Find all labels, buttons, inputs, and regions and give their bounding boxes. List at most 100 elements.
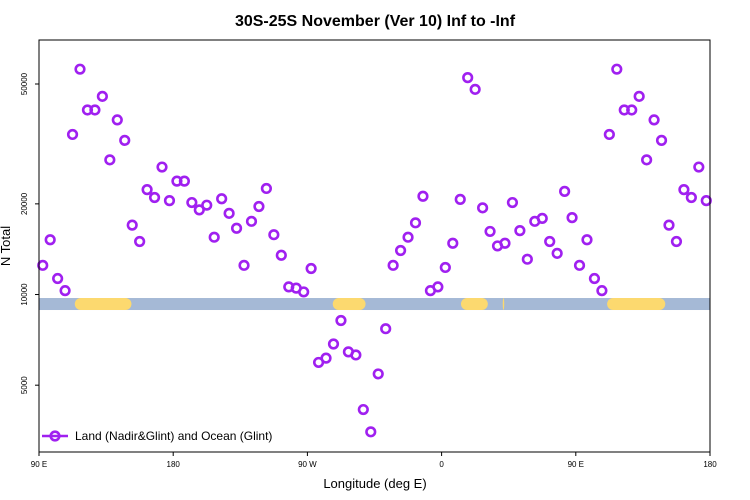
data-point xyxy=(611,63,623,75)
data-point xyxy=(372,368,384,380)
data-point xyxy=(596,285,608,297)
data-point xyxy=(499,237,511,249)
data-point xyxy=(298,286,310,298)
data-point xyxy=(134,235,146,248)
data-point xyxy=(357,403,369,416)
x-axis: 90 E 180 90 W 0 90 E 180 xyxy=(31,452,717,469)
data-point xyxy=(201,199,213,211)
data-point xyxy=(573,259,586,271)
surface-bar-land xyxy=(502,298,505,311)
data-point xyxy=(96,90,108,102)
x-tick-label: 0 xyxy=(439,460,444,469)
data-point xyxy=(156,161,168,173)
data-point xyxy=(186,196,198,209)
data-point xyxy=(208,231,220,243)
data-point xyxy=(566,212,578,224)
data-point xyxy=(655,134,668,146)
chart-title: 30S-25S November (Ver 10) Inf to -Inf xyxy=(235,13,516,30)
data-point xyxy=(447,237,459,249)
data-point xyxy=(432,281,444,293)
x-tick-label: 90 W xyxy=(298,460,317,469)
data-point xyxy=(178,175,190,187)
data-point xyxy=(551,247,563,259)
data-points xyxy=(37,63,712,438)
data-point xyxy=(536,212,548,224)
data-point xyxy=(402,231,414,243)
surface-bar xyxy=(39,298,710,311)
y-tick-label: 20000 xyxy=(20,192,29,215)
data-point xyxy=(633,90,645,102)
data-point xyxy=(260,182,272,195)
surface-bar-land xyxy=(607,298,666,311)
y-tick-label: 50000 xyxy=(20,72,29,95)
data-point xyxy=(253,200,265,213)
data-point xyxy=(89,104,101,116)
data-point xyxy=(193,204,205,216)
data-point xyxy=(148,191,161,204)
data-point xyxy=(245,215,258,227)
surface-bar-land xyxy=(74,298,132,311)
data-point xyxy=(559,185,571,197)
data-point xyxy=(544,235,556,248)
data-point xyxy=(104,154,116,166)
x-tick-label: 90 E xyxy=(31,460,47,469)
data-point xyxy=(163,195,176,207)
data-point xyxy=(44,234,56,246)
data-point xyxy=(678,184,690,196)
x-axis-label: Longitude (deg E) xyxy=(323,476,426,491)
y-tick-label: 10000 xyxy=(20,283,29,306)
data-point xyxy=(506,196,519,209)
data-point xyxy=(588,272,601,285)
data-point xyxy=(484,225,496,238)
data-point xyxy=(641,154,653,166)
data-point xyxy=(305,262,317,275)
data-point xyxy=(119,134,131,146)
data-point xyxy=(380,323,392,335)
data-point xyxy=(111,114,123,126)
data-point xyxy=(394,244,407,257)
data-point xyxy=(670,235,683,248)
data-point xyxy=(693,161,705,173)
legend-marker xyxy=(49,430,61,442)
data-point xyxy=(37,259,49,271)
data-point xyxy=(52,272,64,285)
data-point xyxy=(141,184,153,196)
data-point xyxy=(477,202,489,214)
data-point xyxy=(126,219,138,231)
y-axis-label: N Total xyxy=(0,226,13,266)
surface-bar-land xyxy=(332,298,366,311)
data-point xyxy=(74,63,86,75)
data-point xyxy=(700,195,712,207)
data-point xyxy=(469,83,481,95)
data-point xyxy=(648,114,660,126)
data-point xyxy=(409,217,422,229)
data-point xyxy=(603,128,615,141)
data-point xyxy=(365,426,377,438)
data-point xyxy=(223,207,235,219)
data-point xyxy=(626,104,638,116)
data-point xyxy=(417,190,429,202)
legend: Land (Nadir&Glint) and Ocean (Glint) xyxy=(42,429,272,443)
y-tick-label: 5000 xyxy=(20,376,29,394)
data-point xyxy=(387,259,399,271)
data-point xyxy=(230,222,243,234)
data-point xyxy=(268,229,280,241)
surface-bar-ocean xyxy=(39,298,710,311)
data-point xyxy=(685,191,697,204)
data-point xyxy=(66,128,79,141)
data-point xyxy=(514,225,526,237)
data-point xyxy=(439,261,451,274)
data-point xyxy=(327,338,340,350)
data-point xyxy=(521,253,533,265)
data-point xyxy=(454,193,466,205)
data-point xyxy=(216,193,228,205)
surface-bar-land xyxy=(460,298,488,311)
data-point xyxy=(59,285,71,297)
data-point xyxy=(581,234,593,246)
y-axis: 5000 10000 20000 50000 xyxy=(20,72,39,394)
data-point xyxy=(462,72,474,84)
x-tick-label: 180 xyxy=(167,460,181,469)
data-point xyxy=(663,219,675,231)
x-tick-label: 180 xyxy=(703,460,717,469)
